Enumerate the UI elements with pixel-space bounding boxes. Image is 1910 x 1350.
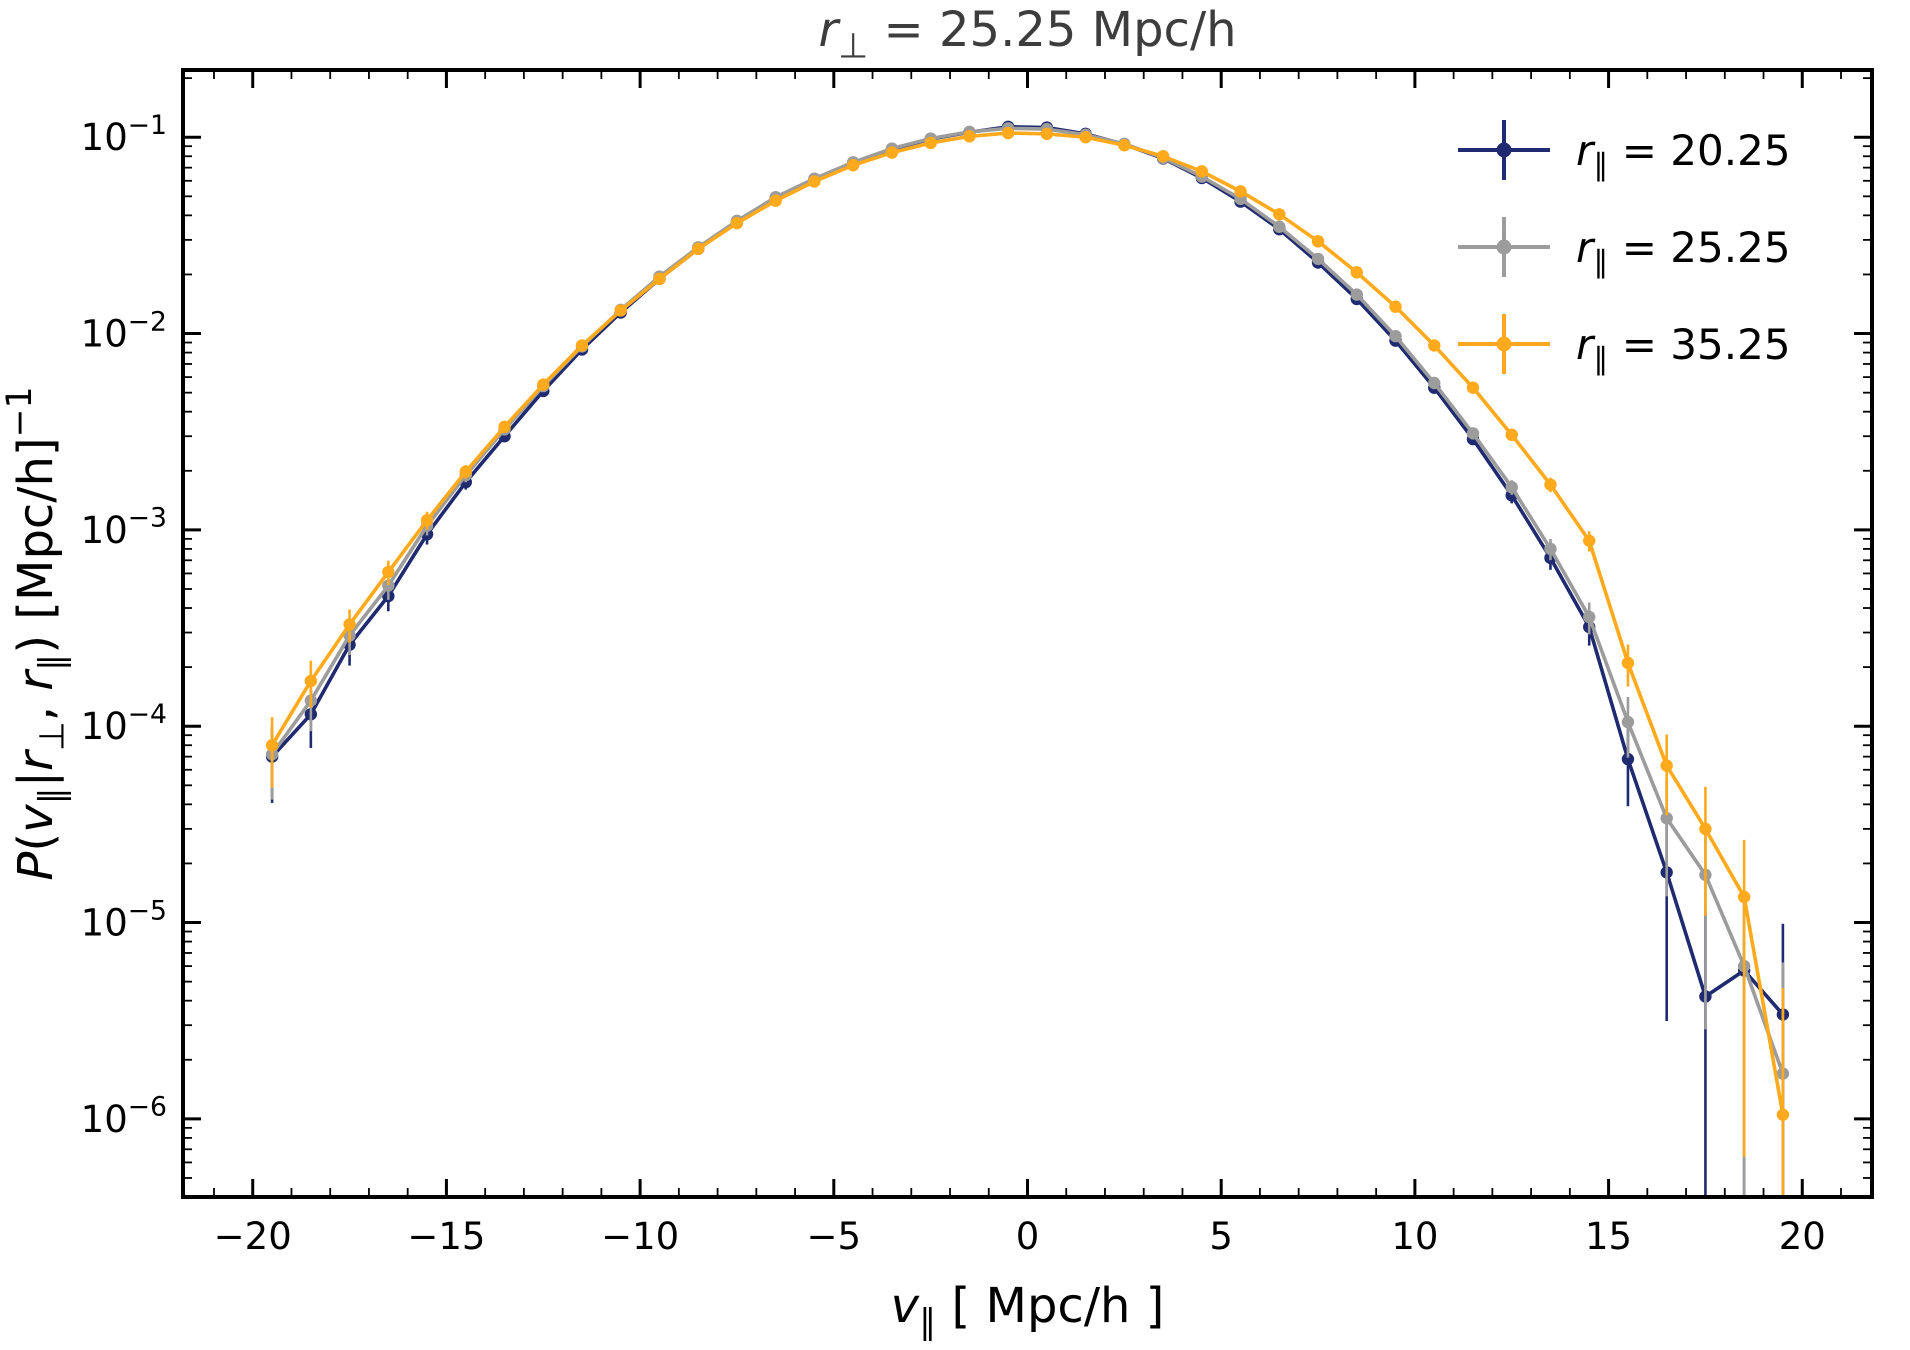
svg-text:−5: −5: [807, 1215, 862, 1258]
data-point: [1660, 811, 1673, 825]
data-point: [1621, 656, 1635, 670]
data-point: [692, 242, 705, 256]
series-r-parallel-35-25: [265, 126, 1790, 1197]
data-point: [1311, 252, 1325, 266]
svg-text:−10: −10: [601, 1215, 679, 1258]
data-point: [1621, 752, 1635, 766]
data-point: [1079, 131, 1092, 144]
data-point: [924, 136, 937, 150]
data-point: [1737, 890, 1751, 904]
data-point: [343, 618, 356, 631]
data-point: [1195, 165, 1209, 178]
data-point: [730, 216, 744, 230]
svg-text:r⊥ = 25.25 Mpc/h: r⊥ = 25.25 Mpc/h: [818, 2, 1236, 67]
svg-text:10−3: 10−3: [81, 503, 167, 552]
data-point: [1118, 139, 1131, 152]
data-point: [1389, 329, 1402, 343]
legend: r∥ = 20.25 r∥ = 25.25 r∥ = 35.25: [1458, 120, 1791, 377]
svg-text:10−5: 10−5: [81, 895, 167, 944]
data-point: [1273, 208, 1286, 221]
data-point: [1505, 480, 1518, 494]
data-point: [846, 159, 860, 172]
data-point: [1544, 478, 1557, 491]
svg-text:10−6: 10−6: [81, 1092, 167, 1141]
data-point: [1273, 220, 1286, 233]
series-r-parallel-20-25: [265, 120, 1790, 1197]
legend-marker-icon: [1496, 336, 1512, 352]
series-r-parallel-25-25: [265, 122, 1790, 1197]
data-point: [653, 272, 666, 286]
data-point: [1544, 542, 1557, 556]
svg-text:−15: −15: [407, 1215, 485, 1258]
data-point: [1466, 381, 1480, 394]
svg-text:−20: −20: [214, 1215, 292, 1258]
data-point: [1040, 127, 1054, 141]
data-point: [1621, 715, 1635, 729]
data-point: [614, 304, 627, 317]
svg-text:10: 10: [1391, 1215, 1438, 1258]
svg-text:10−2: 10−2: [81, 306, 167, 355]
data-point: [1583, 610, 1596, 624]
data-point: [459, 465, 472, 478]
data-point: [1001, 126, 1015, 140]
data-point: [1583, 534, 1596, 547]
data-point: [1350, 288, 1363, 301]
data-point: [1311, 235, 1325, 248]
svg-text:r∥ = 20.25: r∥ = 20.25: [1576, 126, 1791, 183]
data-point: [1699, 822, 1712, 836]
svg-text:0: 0: [1016, 1215, 1040, 1258]
svg-text:v∥ [ Mpc/h ]: v∥ [ Mpc/h ]: [891, 1278, 1165, 1343]
data-point: [304, 674, 318, 688]
data-point: [382, 565, 395, 579]
svg-text:r∥ = 35.25: r∥ = 35.25: [1576, 320, 1791, 377]
svg-text:10−1: 10−1: [81, 110, 167, 159]
data-point: [575, 339, 589, 352]
data-point: [808, 175, 821, 188]
data-point: [1234, 185, 1247, 198]
legend-marker-icon: [1496, 142, 1512, 158]
svg-text:15: 15: [1585, 1215, 1632, 1258]
data-point: [1428, 339, 1441, 352]
data-point: [537, 378, 550, 391]
data-point: [1776, 1108, 1790, 1121]
data-point: [1389, 300, 1402, 313]
data-point: [1660, 759, 1673, 772]
svg-text:5: 5: [1209, 1215, 1233, 1258]
axes-frame: [181, 68, 1874, 1199]
svg-text:r∥ = 25.25: r∥ = 25.25: [1576, 223, 1791, 280]
data-point: [1350, 266, 1363, 279]
legend-entry-r-parallel-25-25: r∥ = 25.25: [1458, 217, 1791, 280]
data-point: [769, 194, 782, 207]
data-point: [885, 146, 899, 159]
data-point: [382, 579, 395, 592]
legend-marker-icon: [1496, 239, 1512, 255]
svg-text:10−4: 10−4: [81, 699, 167, 748]
data-point: [1466, 427, 1480, 440]
legend-entry-r-parallel-35-25: r∥ = 35.25: [1458, 314, 1791, 377]
svg-text:P(v∥|r⊥, r∥) [Mpc/h]−1: P(v∥|r⊥, r∥) [Mpc/h]−1: [0, 386, 73, 880]
data-point: [420, 514, 434, 527]
legend-entry-r-parallel-20-25: r∥ = 20.25: [1458, 120, 1791, 183]
data-point: [265, 739, 279, 752]
svg-text:20: 20: [1779, 1215, 1826, 1258]
data-point: [498, 420, 511, 434]
data-point: [1505, 428, 1518, 442]
data-point: [1428, 376, 1441, 390]
data-point: [963, 130, 976, 143]
data-point: [1156, 150, 1170, 163]
